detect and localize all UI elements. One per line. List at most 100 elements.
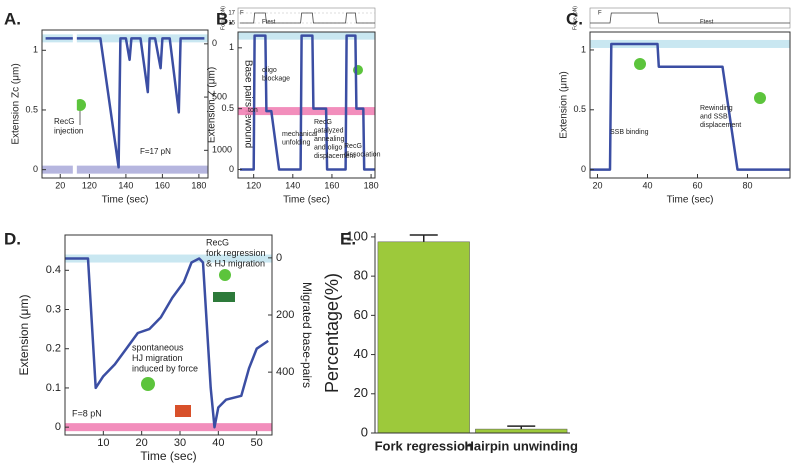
reference-band xyxy=(42,165,208,174)
y-axis-label: Extension (μm) xyxy=(559,71,570,138)
x-tick-label: 60 xyxy=(692,180,702,190)
y2-axis-label: Base pairs rewound xyxy=(242,60,253,148)
annotation: injection xyxy=(54,127,83,136)
force-label: Ftest xyxy=(700,20,714,26)
protein-icon xyxy=(175,405,191,417)
annotation: and oligo xyxy=(314,144,343,151)
reference-band xyxy=(590,39,790,48)
data-line xyxy=(65,257,269,429)
y2-tick-label: 1000 xyxy=(212,145,232,155)
annotation: mechanical xyxy=(282,131,318,138)
annotation: dissociation xyxy=(344,151,381,158)
y2-tick-label: 0 xyxy=(212,38,217,48)
data-line xyxy=(45,37,205,169)
x-tick-label: 160 xyxy=(155,180,170,190)
x-tick-label: 120 xyxy=(246,180,261,190)
reference-band xyxy=(238,107,375,116)
x-tick-label: 50 xyxy=(251,437,263,449)
annotation: F=8 pN xyxy=(72,408,102,418)
y-tick-label: 100 xyxy=(346,228,368,243)
x-tick-label: 120 xyxy=(82,180,97,190)
protein-icon xyxy=(213,292,235,302)
annotation: SSB binding xyxy=(610,129,649,136)
y-tick-label: 0 xyxy=(229,164,234,174)
x-tick-label: 140 xyxy=(285,180,300,190)
y-axis-label: Extension Zc (μm) xyxy=(11,63,22,144)
annotation: Rewinding xyxy=(700,105,733,112)
bead-icon xyxy=(141,377,155,391)
y-tick-label: 0.1 xyxy=(46,382,61,394)
annotation: RecG xyxy=(344,143,362,150)
axis-break xyxy=(72,28,77,180)
x-tick-label: 80 xyxy=(742,180,752,190)
x-tick-label: 20 xyxy=(136,437,148,449)
annotation: HJ migration xyxy=(132,353,183,363)
annotation: RecG xyxy=(314,119,332,126)
force-line xyxy=(590,12,790,24)
y2-tick-label: 0 xyxy=(276,252,282,264)
bead-icon xyxy=(219,269,231,281)
y-tick-label: 0.2 xyxy=(46,343,61,355)
x-axis-label: Time (sec) xyxy=(667,195,714,206)
annotation: & HJ migration xyxy=(206,258,265,268)
bead-icon xyxy=(754,92,766,104)
x-tick-label: 20 xyxy=(592,180,602,190)
x-tick-label: 40 xyxy=(642,180,652,190)
force-label: F xyxy=(598,11,602,17)
bar xyxy=(377,241,470,434)
y-axis-label: Percentage(%) xyxy=(322,273,342,393)
reference-band xyxy=(65,423,272,432)
x-tick-label: Fork regression xyxy=(375,438,473,453)
y2-axis-label: Migrated base-pairs xyxy=(300,282,314,388)
x-axis-label: Time (sec) xyxy=(283,195,330,206)
bead-icon xyxy=(353,65,363,75)
force-tick-label: 15 xyxy=(228,21,235,27)
plot-frame xyxy=(589,31,791,179)
annotation: spontaneous xyxy=(132,342,184,352)
y-tick-label: 1 xyxy=(229,42,234,52)
x-tick-label: 160 xyxy=(324,180,339,190)
y-axis-label: Extension (μm) xyxy=(17,295,31,376)
force-frame xyxy=(237,7,376,29)
data-line xyxy=(590,42,790,171)
x-tick-label: 180 xyxy=(191,180,206,190)
annotation: unfolding xyxy=(282,139,311,146)
decorations xyxy=(74,58,766,417)
y-tick-label: 0 xyxy=(361,424,368,439)
annotation: induced by force xyxy=(132,363,198,373)
x-tick-label: 140 xyxy=(118,180,133,190)
plot-frame xyxy=(41,29,209,179)
y-tick-label: 0 xyxy=(33,164,38,174)
panel-label: A. xyxy=(4,9,21,28)
annotation: F=17 pN xyxy=(140,147,171,156)
bar xyxy=(475,428,568,434)
annotation: catalyzed xyxy=(314,127,344,134)
y-tick-label: 0.3 xyxy=(46,303,61,315)
panel-label: D. xyxy=(4,229,21,248)
x-axis-label: Time (sec) xyxy=(140,449,196,463)
y2-tick-label: 200 xyxy=(276,309,294,321)
y-axis-label: Extension Z (μm) xyxy=(207,67,218,143)
x-tick-label: 180 xyxy=(364,180,379,190)
annotation: ton xyxy=(248,107,258,114)
x-tick-label: 30 xyxy=(174,437,186,449)
annotation: fork regression xyxy=(206,248,266,258)
y-tick-label: 1 xyxy=(33,45,38,55)
plot-frame xyxy=(237,31,376,179)
panel-label: B. xyxy=(216,9,233,28)
y-tick-label: 0 xyxy=(55,421,61,433)
y-tick-label: 0 xyxy=(581,164,586,174)
annotation: RecG xyxy=(206,237,229,247)
y2-tick-label: 500 xyxy=(212,91,227,101)
bead-icon xyxy=(74,99,86,111)
y-tick-label: 0.5 xyxy=(25,104,38,114)
panel-label: E. xyxy=(340,229,356,248)
annotation: annealing xyxy=(314,136,344,143)
force-tick-label: 17 xyxy=(228,11,235,17)
y-tick-label: 1 xyxy=(581,44,586,54)
x-axis-label: Time (sec) xyxy=(102,195,149,206)
y-tick-label: 40 xyxy=(354,346,368,361)
data-line xyxy=(240,34,375,171)
y-tick-label: 0.4 xyxy=(46,264,61,276)
